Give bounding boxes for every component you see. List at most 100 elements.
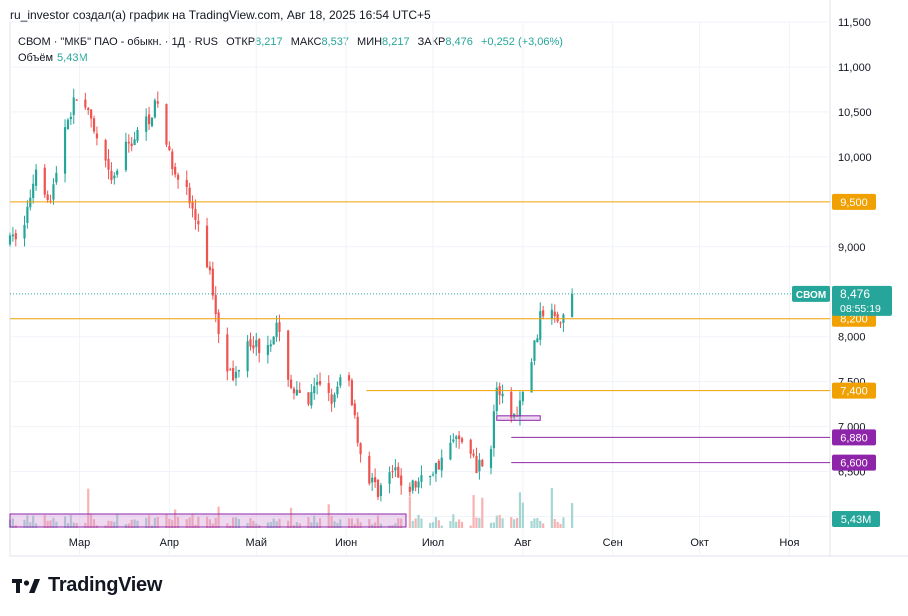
candle-body (258, 339, 261, 354)
volume-bar (327, 504, 330, 528)
candle-body (373, 477, 377, 483)
candle-body (252, 345, 255, 349)
candle-body (434, 462, 438, 474)
candle-body (455, 436, 458, 439)
volume-bar (69, 515, 72, 528)
open-value: 8,217 (255, 36, 283, 48)
volume-bar (266, 522, 269, 528)
candle-body (87, 108, 90, 111)
volume-bar (124, 524, 128, 528)
candle-body (171, 151, 174, 170)
volume-bar (191, 514, 194, 528)
candle-body (29, 197, 32, 208)
volume-bar (394, 523, 397, 528)
last-price-tag (832, 285, 892, 316)
candle-body (353, 403, 356, 416)
volume-bar (278, 518, 281, 528)
candle-body (336, 386, 339, 395)
candle-body (90, 109, 93, 119)
tradingview-logo[interactable]: TradingView (12, 574, 162, 597)
y-tick-label: 10,000 (838, 152, 872, 164)
volume-bar (188, 517, 191, 528)
volume-range-box (9, 513, 407, 528)
candle-body (275, 322, 278, 337)
volume-bar (472, 495, 475, 528)
volume-bar (49, 520, 52, 528)
x-tick-label: Мар (69, 537, 91, 549)
consolidation-box (496, 415, 541, 421)
volume-bar (481, 497, 484, 528)
volume-bar (429, 522, 432, 528)
volume-bar (87, 488, 90, 528)
chart-author-title: ru_investor создал(а) график на TradingV… (10, 8, 431, 22)
volume-bar (110, 521, 113, 528)
volume-bar (52, 517, 55, 528)
candle-body (521, 391, 524, 402)
candle-body (237, 370, 241, 372)
candle-body (208, 266, 212, 271)
volume-bar (298, 523, 301, 528)
candle-body (289, 379, 293, 388)
candle-body (371, 477, 374, 483)
volume-bar (153, 517, 156, 528)
candle-body (229, 369, 232, 371)
y-tick-label: 11,500 (838, 17, 871, 29)
volume-bar (562, 517, 565, 528)
candle-body (11, 234, 14, 237)
volume-bar (469, 525, 472, 528)
candle-body (571, 293, 574, 318)
candle-body (539, 311, 542, 340)
candle-body (145, 116, 148, 132)
candle-body (136, 129, 139, 141)
candle-body (449, 442, 452, 460)
volume-bar (174, 509, 177, 528)
candle-body (66, 119, 70, 130)
volume-bar (414, 518, 417, 528)
candle-body (492, 411, 495, 449)
volume-bar (211, 523, 214, 528)
candle-body (376, 479, 380, 498)
candle-body (95, 133, 99, 139)
volume-bar (249, 518, 252, 528)
low-label: МИН (357, 36, 383, 48)
price-chart[interactable]: 6,0006,5007,0007,5008,0009,00010,00010,5… (0, 0, 908, 565)
volume-bar (287, 520, 290, 528)
volume-bar (208, 519, 212, 528)
candle-body (437, 460, 440, 470)
candle-body (458, 435, 461, 440)
volume-bar (371, 524, 374, 528)
candle-body (287, 330, 290, 380)
candle-body (414, 481, 417, 488)
candle-body (49, 200, 52, 202)
level-tag (832, 454, 876, 471)
candle-body (556, 314, 559, 322)
candle-body (460, 438, 464, 443)
volume-bar (46, 520, 49, 528)
volume-bar (226, 523, 229, 528)
candle-body (501, 393, 504, 397)
volume-bar (23, 519, 26, 528)
change-value: +0,252 (+3,06%) (480, 36, 563, 48)
volume-bar (29, 522, 32, 528)
candle-body (217, 312, 220, 334)
candle-body (533, 340, 536, 361)
countdown-value: 08:55:19 (840, 303, 881, 315)
volume-bar (550, 488, 553, 528)
candle-body (191, 202, 194, 209)
candle-body (46, 194, 49, 201)
volume-bar (147, 515, 151, 528)
candle-body (350, 380, 354, 406)
candle-body (8, 235, 12, 245)
candle-body (168, 146, 171, 150)
volume-bar (217, 506, 220, 528)
volume-bar (26, 515, 29, 528)
candle-body (397, 466, 400, 478)
volume-bar (359, 522, 362, 528)
symbol-description: СВОМ · "МКБ" ПАО - обыкн. · 1Д · RUS (18, 36, 219, 48)
volume-bar (275, 521, 278, 528)
volume-bar (234, 517, 238, 528)
volume-bar (518, 492, 522, 528)
candle-body (310, 392, 313, 406)
candle-body (75, 99, 78, 101)
volume-tag (832, 511, 880, 527)
